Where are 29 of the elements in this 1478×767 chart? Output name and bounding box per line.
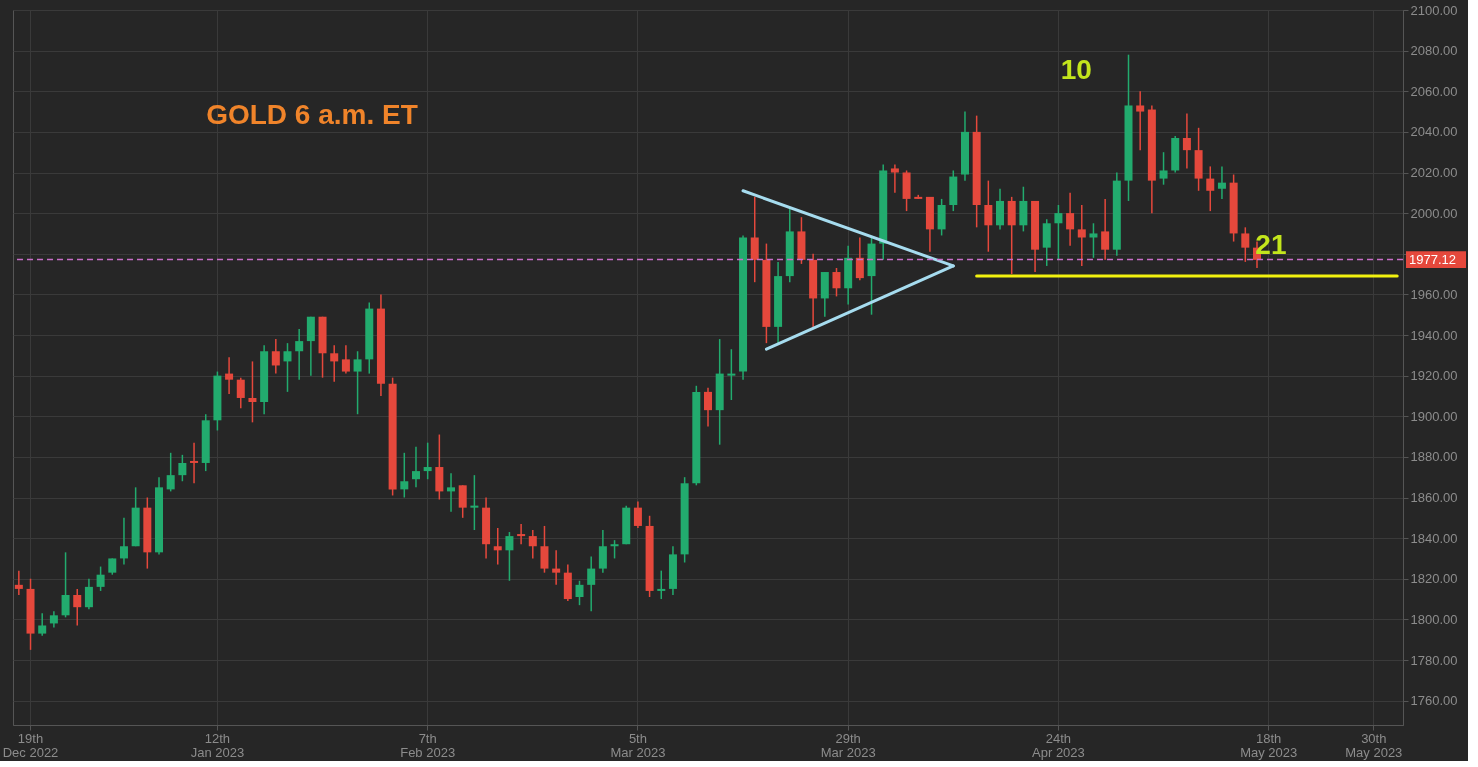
- y-tick-label: 1900.00: [1410, 408, 1458, 424]
- y-tick-label: 1940.00: [1410, 327, 1458, 343]
- y-tick-label: 1760.00: [1410, 693, 1458, 709]
- y-tick-label: 1780.00: [1410, 652, 1458, 668]
- x-tick-label: 5th Mar 2023: [610, 730, 666, 760]
- y-tick-label: 1860.00: [1410, 490, 1458, 505]
- y-tick-label: 1840.00: [1410, 530, 1458, 546]
- annotation: 10: [1060, 53, 1092, 85]
- y-tick-label: 2080.00: [1410, 43, 1458, 59]
- x-tick-label: 12th Jan 2023: [190, 730, 245, 760]
- y-tick-label: 2020.00: [1410, 165, 1458, 180]
- x-tick-label: 7th Feb 2023: [400, 730, 456, 760]
- y-tick-label: 1800.00: [1410, 611, 1458, 627]
- x-tick-label: 19th Dec 2022: [2, 730, 59, 760]
- y-tick-label: 2060.00: [1410, 83, 1458, 99]
- y-tick-label: 2100.00: [1410, 2, 1458, 18]
- y-tick-label: 1960.00: [1410, 286, 1458, 302]
- text: GOLD 6 a.m. ET: [206, 98, 418, 130]
- y-tick-label: 1880.00: [1410, 449, 1458, 465]
- x-tick-label: 30th May 2023: [1345, 730, 1403, 760]
- x-tick-label: 24th Apr 2023: [1032, 730, 1085, 760]
- x-tick-label: 18th May 2023: [1240, 730, 1298, 760]
- y-tick-label: 2000.00: [1410, 205, 1458, 221]
- y-tick-label: 1920.00: [1410, 368, 1458, 384]
- ref-line-label: 1977.12: [1409, 251, 1456, 267]
- y-tick-label: 1820.00: [1410, 571, 1458, 587]
- y-tick-label: 2040.00: [1410, 124, 1458, 140]
- x-tick-label: 29th Mar 2023: [820, 730, 876, 760]
- annotation: 21: [1255, 228, 1287, 260]
